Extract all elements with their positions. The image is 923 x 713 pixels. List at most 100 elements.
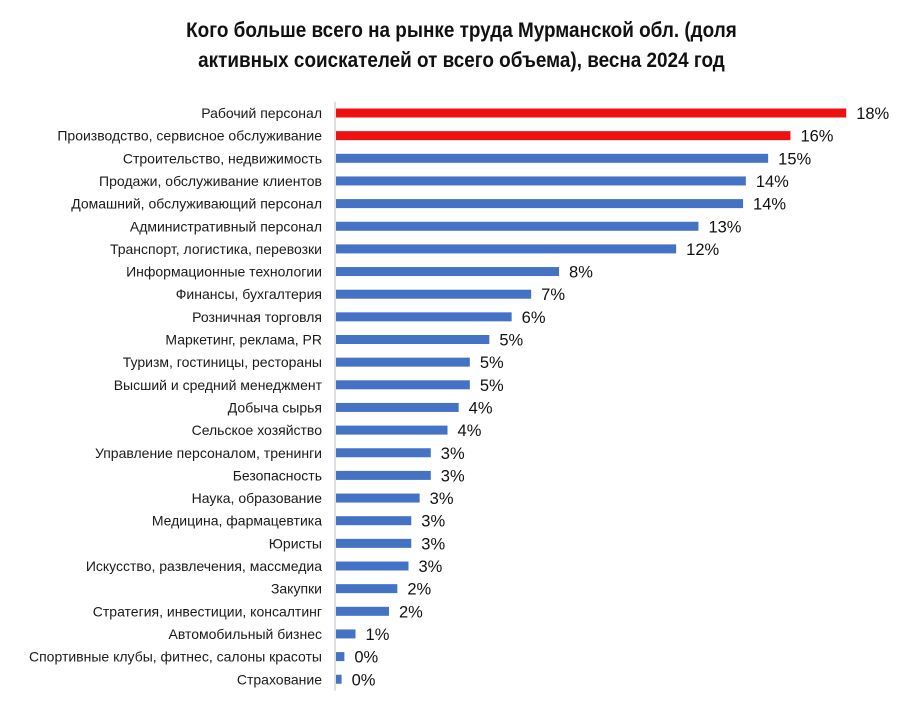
bar-row: Закупки 2% xyxy=(271,581,432,599)
bar xyxy=(336,584,398,594)
value-label: 0% xyxy=(354,649,378,667)
bar-row: Транспорт, логистика, перевозки 12% xyxy=(110,241,720,259)
category-label: Рабочий персонал xyxy=(201,105,322,121)
bar xyxy=(336,108,847,118)
category-label: Строительство, недвижимость xyxy=(123,150,322,166)
bar-row: Рабочий персонал 18% xyxy=(201,105,889,123)
bar xyxy=(336,357,470,367)
bar xyxy=(336,335,490,344)
bar-row: Строительство, недвижимость 15% xyxy=(123,150,812,168)
bar-row: Розничная торговля 6% xyxy=(192,309,546,327)
chart-title-line-2: активных соискателей от всего объема), в… xyxy=(198,49,725,72)
bar-row: Добыча сырья 4% xyxy=(228,399,493,417)
bar xyxy=(336,606,389,616)
bar xyxy=(336,652,345,662)
value-label: 3% xyxy=(430,490,454,508)
category-label: Транспорт, логистика, перевозки xyxy=(110,241,322,257)
value-label: 5% xyxy=(480,354,504,372)
bar-row: Информационные технологии 8% xyxy=(126,264,593,282)
bar xyxy=(336,538,412,548)
bar xyxy=(336,470,431,480)
value-label: 5% xyxy=(480,377,504,395)
value-label: 13% xyxy=(708,218,741,236)
category-label: Искусство, развлечения, массмедиа xyxy=(86,558,322,574)
bar xyxy=(336,131,791,141)
category-label: Закупки xyxy=(271,581,322,597)
bar-row: Медицина, фармацевтика 3% xyxy=(152,513,446,531)
category-label: Управление персоналом, тренинги xyxy=(95,445,322,461)
bar xyxy=(336,199,744,209)
category-label: Страхование xyxy=(237,671,322,687)
bar xyxy=(336,312,512,322)
value-label: 3% xyxy=(441,445,465,463)
value-label: 4% xyxy=(458,422,482,440)
bar-row: Автомобильный бизнес 1% xyxy=(168,626,389,644)
category-label: Сельское хозяйство xyxy=(192,422,323,438)
category-label: Информационные технологии xyxy=(126,264,322,280)
value-label: 16% xyxy=(800,128,833,146)
value-label: 4% xyxy=(469,399,493,417)
category-label: Маркетинг, реклама, PR xyxy=(165,332,322,348)
category-label: Розничная торговля xyxy=(192,309,322,325)
bar xyxy=(336,402,459,412)
bar xyxy=(336,448,431,458)
bar xyxy=(336,674,342,684)
bar-row: Маркетинг, реклама, PR 5% xyxy=(165,332,523,350)
category-label: Производство, сервисное обслуживание xyxy=(57,128,322,144)
bar-row: Административный персонал 13% xyxy=(130,218,742,236)
category-label: Автомобильный бизнес xyxy=(168,626,322,642)
value-label: 12% xyxy=(686,241,719,259)
chart-title-line-1: Кого больше всего на рынке труда Мурманс… xyxy=(186,19,737,42)
value-label: 3% xyxy=(441,467,465,485)
category-label: Туризм, гостиницы, рестораны xyxy=(123,354,322,370)
category-label: Медицина, фармацевтика xyxy=(152,513,322,529)
bar-row: Наука, образование 3% xyxy=(192,490,454,508)
category-label: Домашний, обслуживающий персонал xyxy=(71,196,322,212)
bar xyxy=(336,221,699,231)
category-label: Добыча сырья xyxy=(228,399,322,415)
bar xyxy=(336,629,356,639)
bar xyxy=(336,516,412,526)
chart-title: Кого больше всего на рынке труда Мурманс… xyxy=(46,16,877,76)
bar-row: Искусство, развлечения, массмедиа 3% xyxy=(86,558,443,576)
category-label: Продажи, обслуживание клиентов xyxy=(99,173,322,189)
value-label: 18% xyxy=(856,105,889,123)
value-label: 0% xyxy=(352,671,376,689)
bar-row: Спортивные клубы, фитнес, салоны красоты… xyxy=(29,649,379,667)
bar-row: Производство, сервисное обслуживание 16% xyxy=(57,128,833,146)
category-label: Финансы, бухгалтерия xyxy=(176,286,322,302)
bar-row: Домашний, обслуживающий персонал 14% xyxy=(71,196,786,214)
bar xyxy=(336,289,532,299)
bar-row: Безопасность 3% xyxy=(233,467,465,485)
category-label: Стратегия, инвестиции, консалтинг xyxy=(93,603,322,619)
bar xyxy=(336,244,677,254)
value-label: 2% xyxy=(399,603,423,621)
value-label: 3% xyxy=(421,535,445,553)
value-label: 7% xyxy=(541,286,565,304)
category-label: Административный персонал xyxy=(130,218,322,234)
bar-row: Управление персоналом, тренинги 3% xyxy=(95,445,465,463)
value-label: 1% xyxy=(366,626,390,644)
bar xyxy=(336,267,560,277)
bar-row: Туризм, гостиницы, рестораны 5% xyxy=(123,354,504,372)
category-label: Спортивные клубы, фитнес, салоны красоты xyxy=(29,649,322,665)
bar-row: Финансы, бухгалтерия 7% xyxy=(176,286,566,304)
category-label: Юристы xyxy=(269,535,322,551)
bar-row: Сельское хозяйство 4% xyxy=(192,422,482,440)
bar-row: Продажи, обслуживание клиентов 14% xyxy=(99,173,789,191)
value-label: 8% xyxy=(569,264,593,282)
value-label: 14% xyxy=(753,196,786,214)
category-label: Наука, образование xyxy=(192,490,323,506)
category-label: Высший и средний менеджмент xyxy=(114,377,323,393)
value-label: 14% xyxy=(756,173,789,191)
bar-row: Страхование 0% xyxy=(237,671,376,689)
value-label: 3% xyxy=(418,558,442,576)
value-label: 3% xyxy=(421,513,445,531)
value-label: 5% xyxy=(499,332,523,350)
value-label: 2% xyxy=(407,581,431,599)
bar xyxy=(336,380,470,390)
bar xyxy=(336,176,746,186)
value-label: 15% xyxy=(778,150,811,168)
bar xyxy=(336,153,769,163)
